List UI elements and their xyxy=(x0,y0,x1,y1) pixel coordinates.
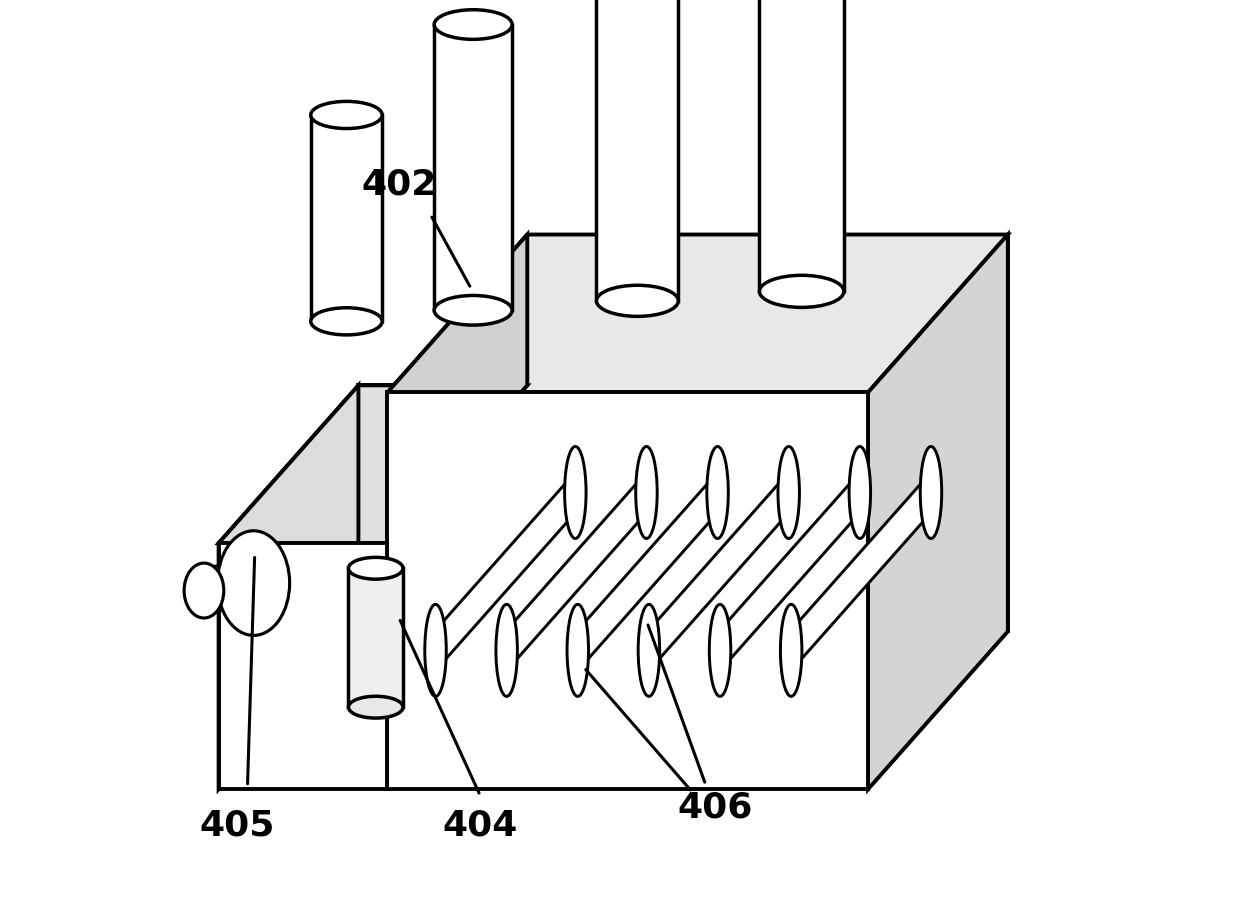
Ellipse shape xyxy=(780,604,802,696)
Polygon shape xyxy=(527,235,1008,631)
Ellipse shape xyxy=(709,604,730,696)
Ellipse shape xyxy=(217,530,290,635)
Ellipse shape xyxy=(184,563,223,618)
Polygon shape xyxy=(868,235,1008,789)
Polygon shape xyxy=(578,473,718,670)
Ellipse shape xyxy=(567,604,589,696)
Polygon shape xyxy=(348,568,403,707)
Polygon shape xyxy=(596,0,678,301)
Polygon shape xyxy=(311,115,382,321)
Ellipse shape xyxy=(759,275,844,308)
Ellipse shape xyxy=(639,604,660,696)
Ellipse shape xyxy=(777,446,800,538)
Ellipse shape xyxy=(564,446,587,538)
Ellipse shape xyxy=(434,10,512,40)
Ellipse shape xyxy=(920,446,941,538)
Polygon shape xyxy=(387,235,1008,392)
Polygon shape xyxy=(218,385,527,543)
Polygon shape xyxy=(720,473,859,670)
Text: 405: 405 xyxy=(198,808,274,842)
Ellipse shape xyxy=(496,604,517,696)
Polygon shape xyxy=(434,24,512,310)
Polygon shape xyxy=(203,560,253,613)
Polygon shape xyxy=(507,473,646,670)
Text: 406: 406 xyxy=(677,790,753,824)
Text: 402: 402 xyxy=(361,168,436,202)
Ellipse shape xyxy=(348,557,403,579)
Polygon shape xyxy=(218,543,387,789)
Ellipse shape xyxy=(596,285,678,317)
Polygon shape xyxy=(791,473,931,670)
Ellipse shape xyxy=(348,696,403,718)
Ellipse shape xyxy=(311,101,382,128)
Ellipse shape xyxy=(636,446,657,538)
Polygon shape xyxy=(387,235,527,543)
Ellipse shape xyxy=(425,604,446,696)
Ellipse shape xyxy=(707,446,728,538)
Polygon shape xyxy=(759,0,844,291)
Text: 404: 404 xyxy=(443,808,518,842)
Polygon shape xyxy=(218,385,358,789)
Polygon shape xyxy=(435,473,575,670)
Ellipse shape xyxy=(849,446,870,538)
Polygon shape xyxy=(358,385,527,631)
Ellipse shape xyxy=(434,296,512,325)
Ellipse shape xyxy=(311,308,382,335)
Polygon shape xyxy=(649,473,789,670)
Polygon shape xyxy=(387,392,868,789)
